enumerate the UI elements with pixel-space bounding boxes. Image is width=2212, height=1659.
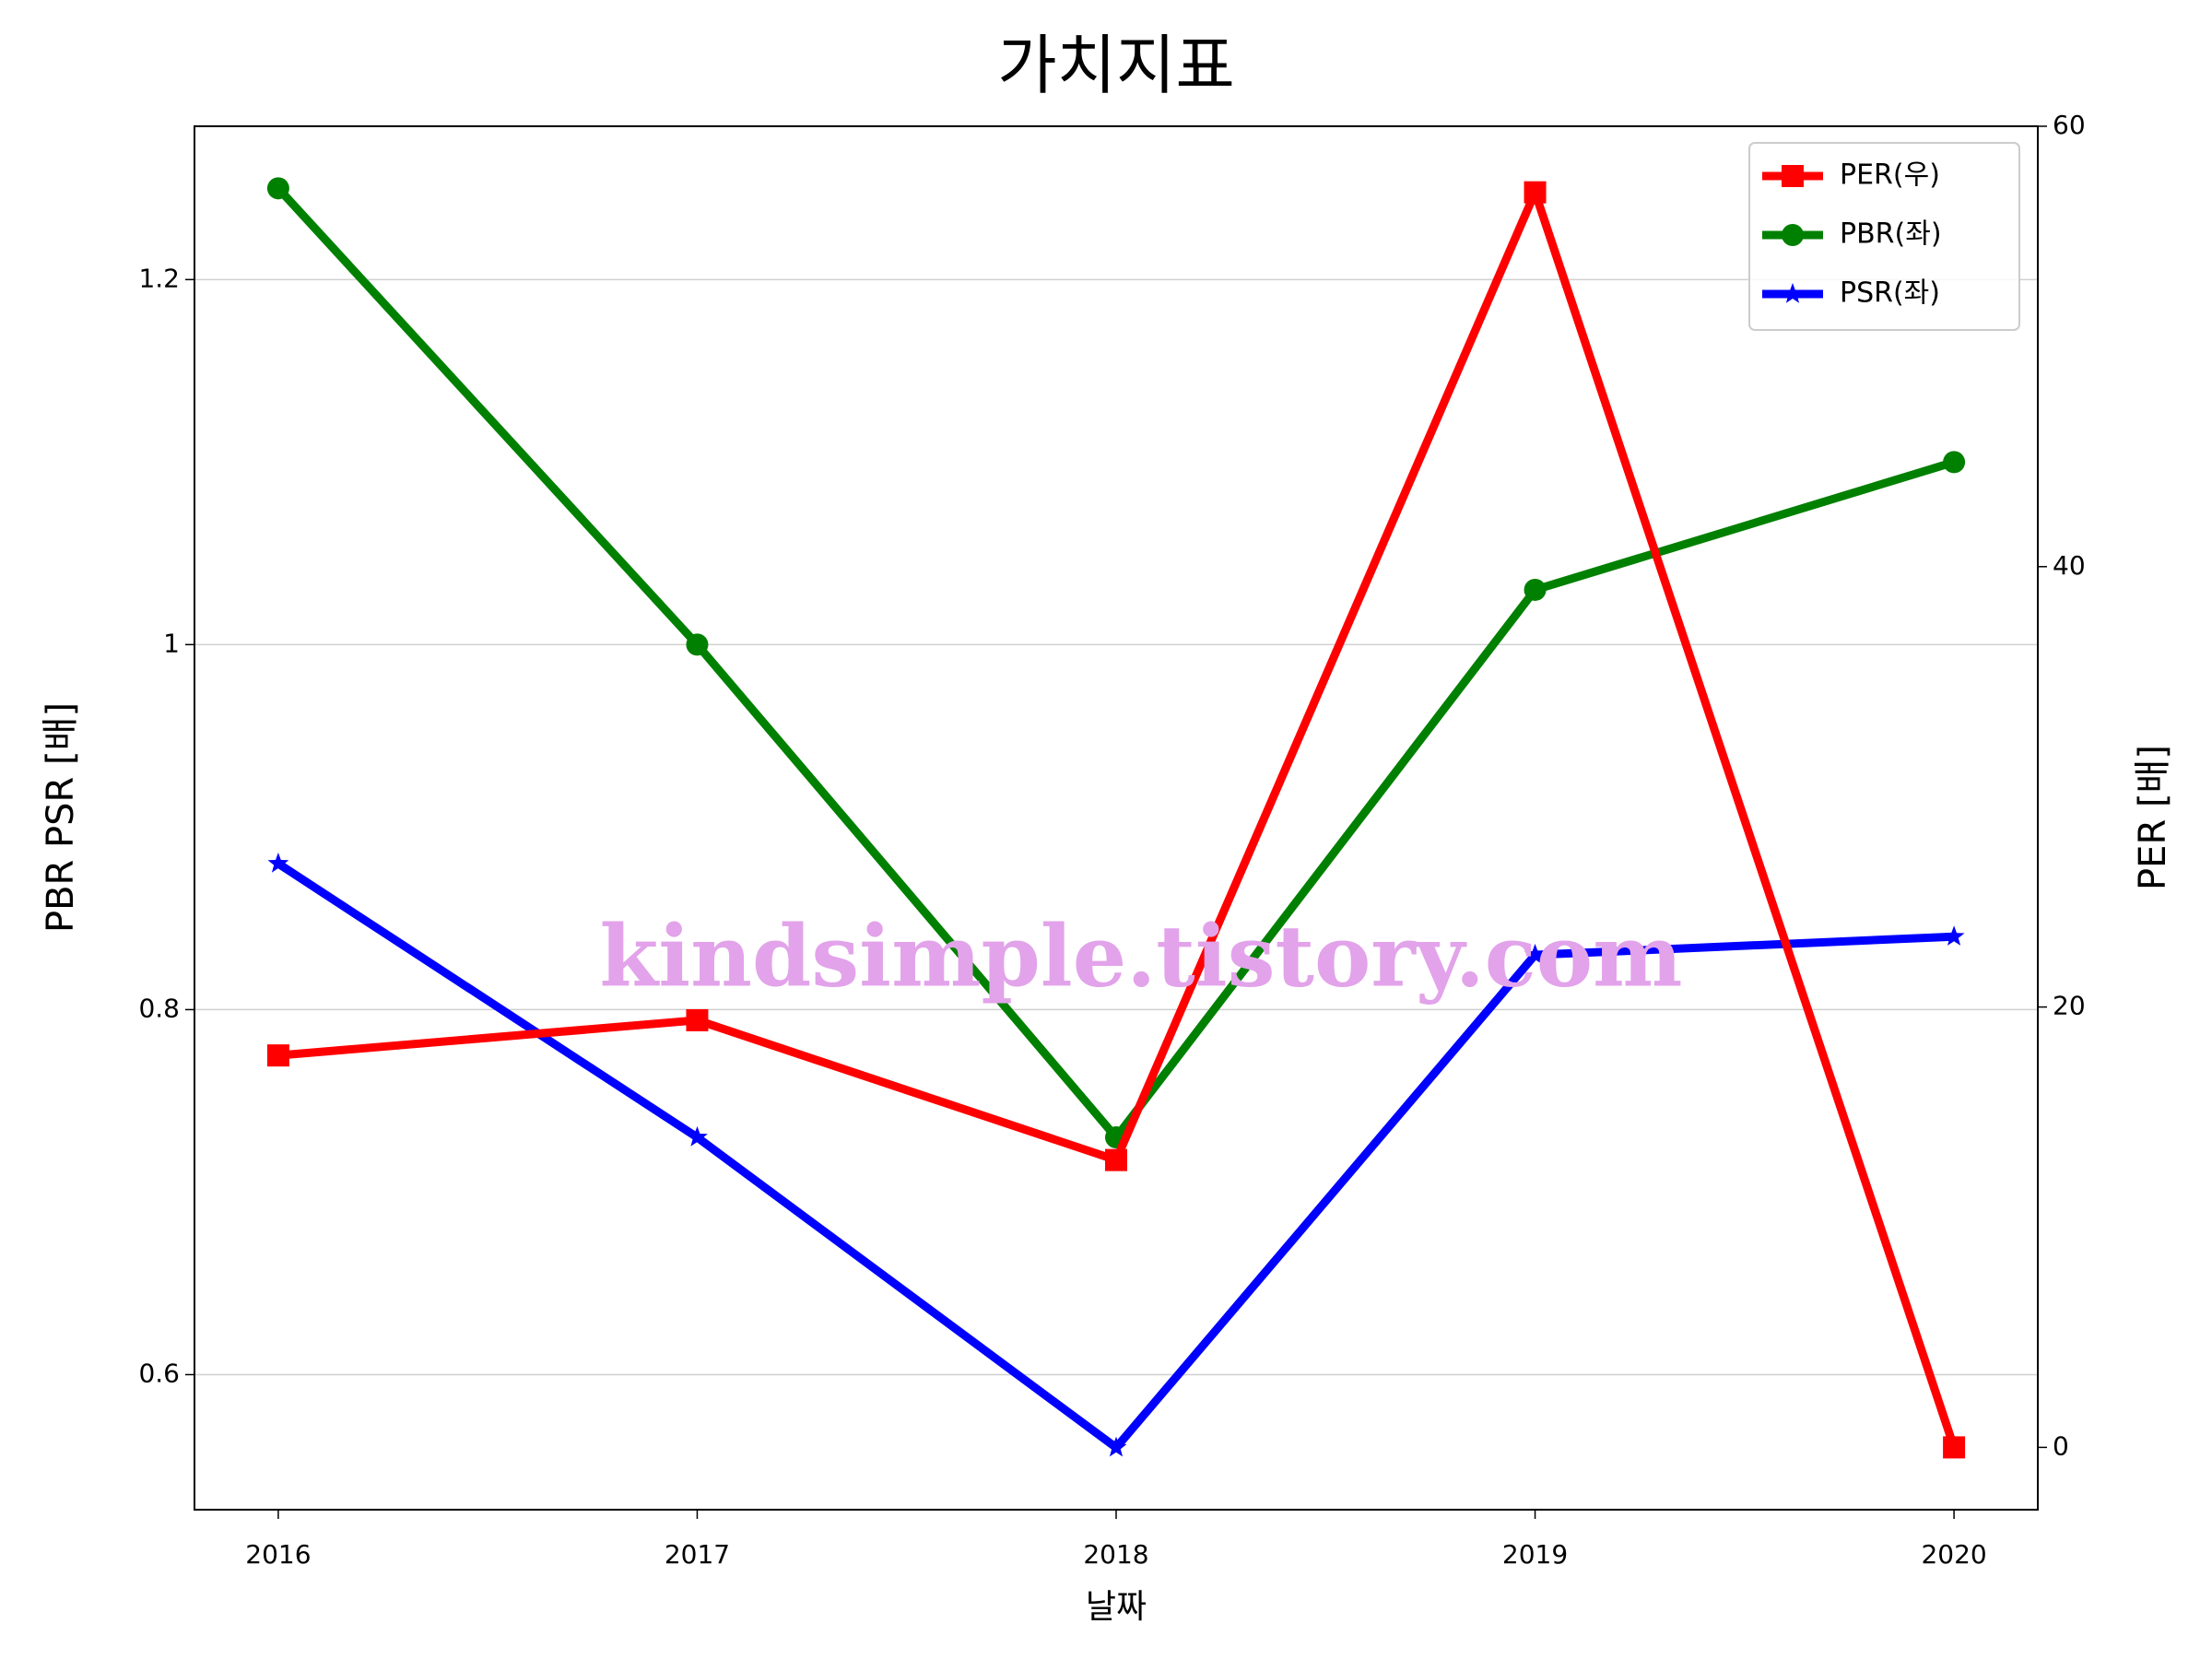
marker	[266, 1044, 289, 1067]
y2-tick-label: 0	[2053, 1430, 2069, 1461]
marker	[1782, 283, 1804, 303]
marker	[1782, 165, 1804, 187]
y-axis-label: PBR PSR [배]	[40, 702, 82, 933]
y-tick-label: 1	[163, 628, 180, 658]
marker	[1943, 451, 1966, 474]
marker	[1943, 925, 1965, 946]
x-tick-label: 2019	[1502, 1539, 1568, 1570]
marker	[686, 633, 709, 656]
marker	[1524, 578, 1547, 601]
series-line	[277, 188, 1959, 1449]
y2-tick-label: 20	[2053, 991, 2086, 1021]
legend-label: PSR(좌)	[1840, 277, 1940, 310]
x-tick-label: 2017	[665, 1539, 730, 1570]
x-tick-label: 2020	[1921, 1539, 1986, 1570]
y2-tick-label: 40	[2053, 550, 2086, 581]
marker	[1524, 944, 1546, 964]
marker	[1524, 181, 1547, 204]
legend-label: PBR(좌)	[1840, 218, 1942, 251]
marker	[267, 853, 289, 873]
marker	[686, 1008, 709, 1031]
y2-axis-label: PER [배]	[2132, 745, 2174, 890]
x-tick-label: 2018	[1083, 1539, 1148, 1570]
watermark: kindsimple.tistory.com	[599, 907, 1682, 1006]
marker	[1943, 1436, 1966, 1459]
marker	[1782, 224, 1804, 246]
legend-box	[1748, 142, 2020, 331]
y-tick-label: 1.2	[138, 263, 180, 293]
y-tick-label: 0.6	[138, 1358, 180, 1388]
marker	[266, 177, 289, 200]
y-tick-label: 0.8	[138, 993, 180, 1023]
legend-label: PER(우)	[1840, 159, 1940, 192]
chart-title: 가치지표	[997, 28, 1235, 103]
x-axis-label: 날짜	[1086, 1588, 1147, 1626]
marker	[687, 1126, 708, 1147]
plot-frame	[194, 125, 2039, 1511]
y2-tick-label: 60	[2053, 110, 2086, 140]
x-tick-label: 2016	[245, 1539, 311, 1570]
marker	[1105, 1436, 1127, 1457]
marker	[1105, 1148, 1127, 1171]
